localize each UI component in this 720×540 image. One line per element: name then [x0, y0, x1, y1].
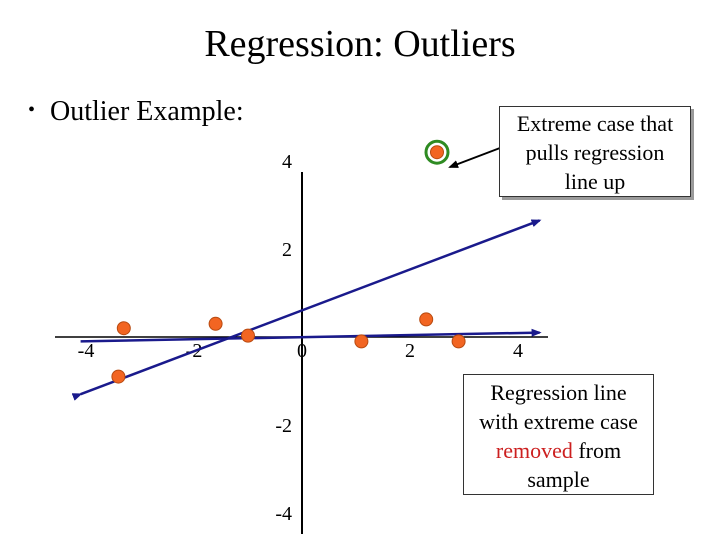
outlier-callout: Extreme case that pulls regression line …	[499, 106, 691, 197]
data-point	[451, 334, 466, 349]
y-tick-label: 2	[282, 239, 292, 261]
outlier-callout-line-2: pulls regression	[525, 140, 665, 165]
data-point	[419, 312, 434, 327]
outlier-ring	[424, 139, 450, 165]
regression-line-without-outlier	[80, 328, 542, 343]
y-tick-label: -2	[275, 415, 292, 437]
y-tick-label: -4	[275, 503, 292, 525]
data-point	[111, 369, 126, 384]
x-tick-label: 2	[405, 340, 415, 362]
bullet-item: • Outlier Example:	[28, 96, 244, 128]
regression-line-with-outlier	[71, 219, 542, 401]
x-tick-label: 4	[513, 340, 523, 362]
regression-callout-line-3: removed from	[464, 436, 653, 465]
y-tick-label: 4	[282, 151, 292, 173]
bullet-text: Outlier Example:	[50, 96, 244, 127]
slide-title: Regression: Outliers	[204, 23, 516, 65]
data-point	[116, 321, 131, 336]
outlier-point	[430, 145, 444, 160]
outlier-callout-line-1: Extreme case that	[516, 111, 674, 136]
outlier-pointer-arrow	[448, 147, 501, 168]
regression-callout: Regression line with extreme case remove…	[463, 374, 654, 495]
regression-callout-line-4: sample	[527, 467, 590, 492]
outlier-callout-line-3: line up	[564, 169, 626, 194]
bullet-dot-icon: •	[28, 99, 36, 121]
x-tick-label: 0	[297, 340, 307, 362]
removed-highlight: removed	[495, 438, 573, 463]
data-point	[208, 316, 223, 331]
regression-callout-line-2: with extreme case	[479, 409, 638, 434]
regression-callout-line-3-rest: from	[572, 438, 622, 463]
data-point	[241, 328, 255, 343]
data-point	[354, 334, 369, 349]
x-tick-label: -4	[78, 340, 95, 362]
regression-callout-line-1: Regression line	[490, 380, 627, 405]
